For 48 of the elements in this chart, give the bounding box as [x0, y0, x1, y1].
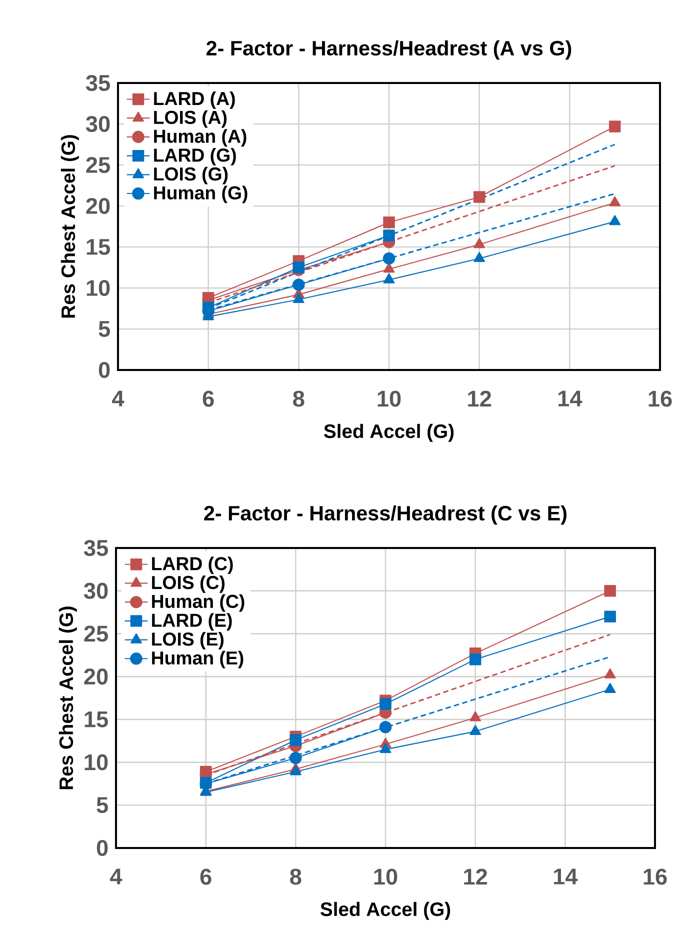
y-tick-label: 20	[86, 198, 110, 214]
legend-label: Human (G)	[154, 186, 248, 204]
legend-label: Human (C)	[152, 594, 244, 612]
legend-label: LARD (A)	[154, 91, 235, 109]
y-axis-title: Res Chest Accel (G)	[58, 606, 77, 790]
x-axis-title: Sled Accel (G)	[320, 902, 450, 920]
x-tick-label: 12	[464, 868, 488, 885]
y-tick-label: 35	[86, 74, 110, 92]
legend-label: LARD (E)	[152, 613, 232, 631]
y-tick-label: 20	[84, 668, 108, 685]
x-tick-label: 10	[374, 868, 398, 885]
x-tick-label: 4	[110, 868, 122, 884]
x-tick-label: 14	[554, 868, 578, 884]
y-tick-label: 15	[86, 239, 110, 255]
legend-label: Human (A)	[154, 129, 246, 147]
x-tick-label: 6	[200, 868, 212, 885]
x-axis-title: Sled Accel (G)	[324, 424, 454, 442]
x-tick-label: 4	[112, 390, 124, 406]
y-tick-label: 0	[98, 362, 110, 378]
y-tick-label: 0	[96, 840, 108, 856]
legend-label: LOIS (A)	[154, 110, 227, 128]
y-tick-label: 25	[86, 156, 110, 174]
x-tick-label: 8	[290, 868, 302, 885]
y-tick-label: 5	[96, 797, 108, 814]
legend-label: LARD (G)	[154, 148, 236, 166]
x-tick-label: 16	[644, 868, 667, 885]
x-tick-label: 6	[202, 390, 214, 407]
y-tick-label: 15	[84, 712, 108, 728]
x-tick-label: 16	[648, 390, 672, 407]
legend-label: LARD (C)	[152, 556, 233, 574]
chart-title: 2- Factor - Harness/Headrest (A vs G)	[206, 40, 572, 60]
legend-label: LOIS (C)	[152, 575, 225, 593]
y-tick-label: 10	[86, 280, 110, 296]
y-tick-label: 10	[84, 754, 108, 770]
legend-label: LOIS (G)	[154, 166, 228, 184]
legend-label: Human (E)	[152, 650, 244, 668]
chart-title: 2- Factor - Harness/Headrest (C vs E)	[204, 505, 566, 525]
x-tick-label: 12	[468, 390, 492, 407]
x-tick-label: 8	[293, 390, 304, 407]
y-tick-label: 25	[84, 626, 108, 642]
y-tick-label: 35	[84, 540, 108, 556]
y-tick-label: 30	[86, 116, 110, 132]
legend-label: LOIS (E)	[152, 632, 224, 650]
y-tick-label: 30	[84, 582, 108, 599]
x-tick-label: 10	[378, 390, 401, 407]
y-tick-label: 5	[98, 321, 110, 337]
x-tick-label: 14	[558, 390, 582, 406]
y-axis-title: Res Chest Accel (G)	[60, 135, 79, 318]
